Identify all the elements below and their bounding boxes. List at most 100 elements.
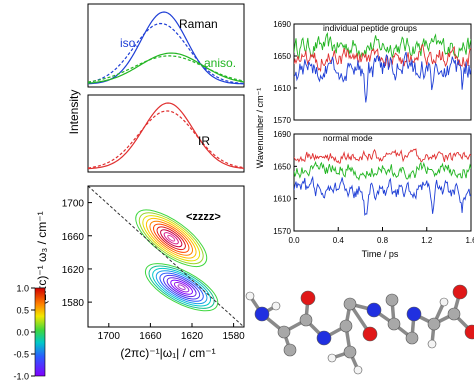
map2d-x-tick-label: 1660 xyxy=(139,331,162,342)
intensity-axis-label: Intensity xyxy=(67,90,81,135)
traj-normal-y-ticks: 1690 1650 1610 1570 xyxy=(273,130,297,236)
molecule-atom-H xyxy=(427,339,437,349)
ir-curves-series-1 xyxy=(88,110,244,169)
molecule-atom-C xyxy=(405,331,419,345)
positive-contour-1 xyxy=(138,212,204,265)
map2d-contours xyxy=(135,209,219,312)
ir-frame xyxy=(87,94,245,173)
traj-groups-title: individual peptide groups xyxy=(323,23,417,33)
colorbar: 1.0 0.5 0.0 -0.5 -1.0 xyxy=(13,284,46,382)
traj-x-tick-label: 0.0 xyxy=(288,236,300,245)
molecule-atom-C xyxy=(387,317,401,331)
traj-normal-panel: 1690 1650 1610 1570 0.0 0.4 0.8 1.2 1.6 normal … xyxy=(273,130,474,259)
negative-contour-1 xyxy=(148,265,215,309)
negative-contour-2 xyxy=(152,267,211,307)
traj-groups-frame xyxy=(293,23,472,121)
raman-aniso-label: aniso. xyxy=(204,56,236,70)
positive-contour-6 xyxy=(156,226,186,251)
traj-x-tick-label: 1.6 xyxy=(465,236,474,245)
wavenumber-axis-label: Wavenumber / cm⁻¹ xyxy=(255,88,265,168)
molecule-atom-C xyxy=(283,343,297,357)
traj-normal-frame xyxy=(293,133,472,232)
molecule-atom-C xyxy=(343,297,357,311)
map2d-x-tick-label: 1700 xyxy=(98,331,121,342)
raman-frame xyxy=(87,3,245,88)
molecule-atom-C xyxy=(385,293,399,307)
colorbar-tick-label: 0.0 xyxy=(16,328,29,338)
traj-xlabel: Time / ps xyxy=(362,249,399,259)
colorbar-tick-label: -0.5 xyxy=(13,350,29,360)
positive-contour-4 xyxy=(149,220,193,256)
traj2-lines-series-2 xyxy=(294,175,471,216)
raman-title: Raman xyxy=(179,17,218,31)
molecule-atom-H xyxy=(353,365,363,375)
traj-y-tick-label: 1690 xyxy=(273,20,291,29)
traj2-lines-series-0 xyxy=(294,148,471,164)
traj1-lines-series-0 xyxy=(294,31,471,59)
ir-curves xyxy=(88,102,244,170)
negative-contour-7 xyxy=(170,279,193,295)
map2d-x-tick-label: 1580 xyxy=(222,331,245,342)
negative-contour-5 xyxy=(163,274,201,300)
positive-contour-7 xyxy=(160,229,183,248)
raman-curves-series-2 xyxy=(88,52,244,84)
negative-contour-0 xyxy=(144,263,219,312)
traj-groups-y-ticks: 1690 1650 1610 1570 xyxy=(273,20,297,125)
map2d-y-tick-label: 1660 xyxy=(62,232,85,243)
traj1-lines-series-1 xyxy=(294,43,471,73)
traj-y-tick-label: 1570 xyxy=(273,116,291,125)
ir-panel: IR xyxy=(87,94,245,173)
raman-curves-series-3 xyxy=(88,55,244,83)
map2d-y-tick-label: 1700 xyxy=(62,199,85,210)
traj-y-tick-label: 1650 xyxy=(273,162,291,171)
colorbar-tick-label: 1.0 xyxy=(16,284,29,294)
traj2-lines-series-1 xyxy=(294,160,471,181)
map2d-panel: <zzzz> 1700 1660 1620 1580 1700 1660 1620 1580… xyxy=(35,185,245,360)
ir-title: IR xyxy=(198,134,210,148)
raman-curves-series-1 xyxy=(88,22,244,85)
traj-y-tick-label: 1650 xyxy=(273,52,291,61)
traj-y-tick-label: 1570 xyxy=(273,227,291,236)
positive-contour-0 xyxy=(135,209,208,268)
traj-y-tick-label: 1610 xyxy=(273,195,291,204)
colorbar-ticks: 1.0 0.5 0.0 -0.5 -1.0 xyxy=(13,284,35,382)
molecule-atom-H xyxy=(327,353,337,363)
traj-normal-x-ticks: 0.0 0.4 0.8 1.2 1.6 xyxy=(288,227,474,245)
positive-contour-3 xyxy=(145,217,197,259)
map2d-y-ticks: 1700 1660 1620 1580 xyxy=(62,199,92,309)
molecule-atom-H xyxy=(271,301,281,311)
molecule-model xyxy=(245,284,474,375)
negative-contour-8 xyxy=(173,281,190,293)
molecule-atom-O xyxy=(452,284,468,300)
colorbar-tick-label: -1.0 xyxy=(13,372,29,382)
negative-contour-6 xyxy=(166,277,197,298)
molecule-atom-O xyxy=(300,290,316,306)
molecule-atom-O xyxy=(362,326,378,342)
molecule-atom-C xyxy=(277,325,291,339)
traj-normal-title: normal mode xyxy=(323,133,373,143)
positive-contour-2 xyxy=(142,215,201,262)
molecule-atom-O xyxy=(464,324,474,340)
molecule-atom-C xyxy=(427,317,441,331)
molecule-atom-N xyxy=(254,306,270,322)
map2d-frame xyxy=(87,185,245,328)
molecule-atom-N xyxy=(316,330,332,346)
traj-groups-panel: 1690 1650 1610 1570 individual peptide grou… xyxy=(273,20,472,125)
map2d-xlabel: (2πc)⁻¹|ω₁| / cm⁻¹ xyxy=(120,346,215,360)
molecule-atom-C xyxy=(447,307,461,321)
map2d-x-ticks: 1700 1660 1620 1580 xyxy=(98,323,245,342)
molecule-atom-C xyxy=(299,313,313,327)
map2d-y-tick-label: 1580 xyxy=(62,298,85,309)
positive-contour-9 xyxy=(167,234,176,242)
colorbar-tick-label: 0.5 xyxy=(16,306,29,316)
molecule-atom-H xyxy=(439,297,449,307)
traj-groups-lines xyxy=(294,31,471,103)
map2d-diagonal xyxy=(88,186,244,327)
traj-normal-lines xyxy=(294,148,471,216)
raman-iso-label: iso. xyxy=(120,36,139,50)
molecule-atom-C xyxy=(339,319,353,333)
molecule-atom-H xyxy=(245,291,255,301)
ir-curves-series-0 xyxy=(88,102,244,170)
traj-x-tick-label: 0.8 xyxy=(377,236,389,245)
negative-contour-4 xyxy=(159,272,204,302)
